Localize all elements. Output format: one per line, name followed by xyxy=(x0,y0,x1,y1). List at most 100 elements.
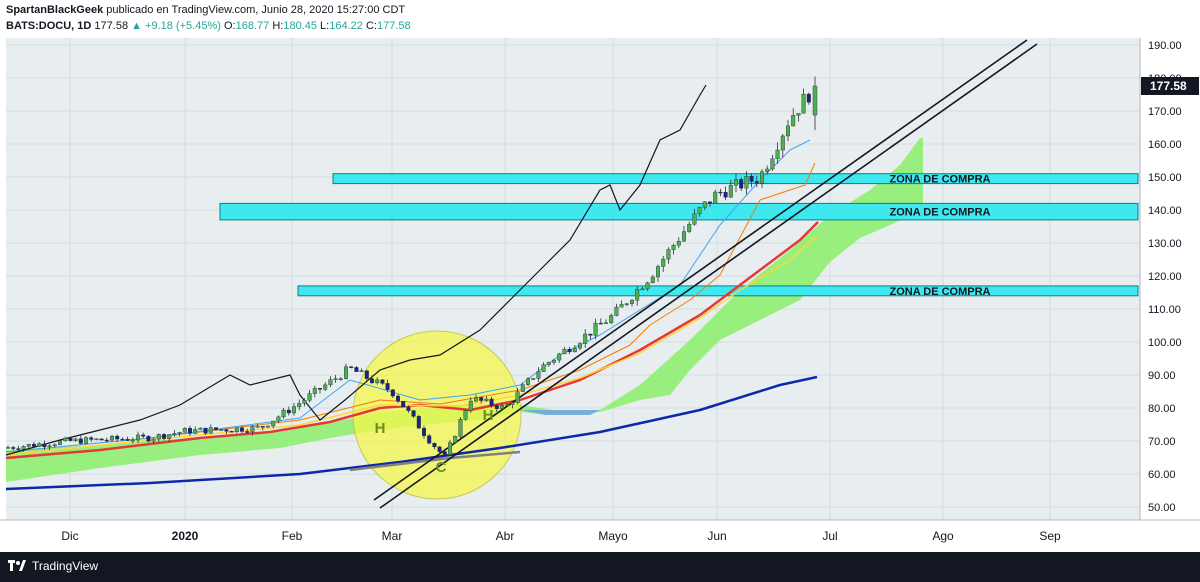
candle xyxy=(141,432,146,439)
open-label: O: xyxy=(223,20,236,32)
candle xyxy=(89,436,94,443)
candle xyxy=(307,389,312,403)
publish-info: publicado en TradingView.com, Junio 28, … xyxy=(106,4,406,16)
candle-body xyxy=(99,438,104,441)
price-tick-label: 130.00 xyxy=(1148,238,1182,250)
candle-body xyxy=(702,201,707,208)
candle-body xyxy=(281,409,286,418)
candle-body xyxy=(239,427,244,432)
candle-body xyxy=(526,378,531,385)
candle-body xyxy=(640,288,645,291)
candle-body xyxy=(302,400,307,404)
candle-body xyxy=(489,398,494,406)
candle-body xyxy=(271,420,276,427)
candle xyxy=(266,425,271,428)
comparison-price-line xyxy=(5,84,707,456)
candle xyxy=(650,274,655,284)
candle-body xyxy=(83,437,88,444)
candle-body xyxy=(682,231,687,242)
candle xyxy=(177,431,182,437)
candle xyxy=(718,188,723,197)
candle xyxy=(442,448,447,456)
candle xyxy=(546,361,551,367)
candle-body xyxy=(312,388,317,394)
candle xyxy=(94,438,99,441)
candle xyxy=(515,387,520,405)
price-chart[interactable]: ZONA DE COMPRA ZONA DE COMPRA ZONA DE COMP… xyxy=(0,0,1200,552)
candle-body xyxy=(630,300,635,304)
candle-body xyxy=(583,333,588,344)
candle xyxy=(604,319,609,325)
time-tick-label: Mar xyxy=(382,529,403,543)
low-label: L: xyxy=(320,20,330,32)
candle-body xyxy=(104,439,109,442)
candle xyxy=(146,435,151,443)
candle xyxy=(312,385,317,398)
candle xyxy=(432,442,437,450)
candle xyxy=(572,345,577,353)
time-axis-ticks: Dic 2020 Feb Mar Abr Mayo Jun Jul Ago Sep xyxy=(61,529,1061,543)
candle xyxy=(63,436,68,442)
candle xyxy=(385,379,390,393)
candle-body xyxy=(52,444,57,446)
candle xyxy=(640,286,645,291)
candle xyxy=(609,313,614,325)
candle-body xyxy=(739,179,744,189)
candle xyxy=(167,434,172,443)
price-tick-label: 140.00 xyxy=(1148,205,1182,217)
close-label: C: xyxy=(365,20,377,32)
candle-body xyxy=(245,431,250,433)
candle-body xyxy=(515,391,520,403)
candle xyxy=(635,286,640,306)
candle-body xyxy=(177,432,182,434)
candle xyxy=(770,154,775,171)
candle-body xyxy=(375,379,380,384)
candle-body xyxy=(260,426,265,428)
candle xyxy=(318,388,323,394)
candle-body xyxy=(588,333,593,336)
candle-body xyxy=(708,201,713,204)
candle-body xyxy=(349,366,354,368)
candle-body xyxy=(26,443,31,447)
candle xyxy=(208,424,213,434)
candle-body xyxy=(266,425,271,428)
price-tick-label: 60.00 xyxy=(1148,469,1176,481)
candle xyxy=(354,366,359,372)
candle xyxy=(390,389,395,399)
candle-body xyxy=(474,397,479,402)
candle xyxy=(463,408,468,421)
candle-body xyxy=(494,405,499,409)
candle xyxy=(401,400,406,408)
candle-body xyxy=(286,409,291,414)
time-axis[interactable] xyxy=(0,520,1200,552)
candle-body xyxy=(224,429,229,432)
author-name[interactable]: SpartanBlackGeek xyxy=(6,4,104,16)
candle xyxy=(760,169,765,188)
candle xyxy=(109,434,114,442)
candle-body xyxy=(676,240,681,246)
close-value: 177.58 xyxy=(376,20,411,32)
tradingview-logo-icon xyxy=(8,560,26,571)
candle-body xyxy=(536,371,541,379)
candle-body xyxy=(427,435,432,444)
candle xyxy=(83,436,88,445)
candle xyxy=(416,414,421,429)
ema-orange-line xyxy=(5,162,816,453)
cloud-bearish-segment xyxy=(520,410,600,415)
candle-body xyxy=(801,93,806,114)
price-axis[interactable] xyxy=(1140,38,1200,520)
price-tick-label: 80.00 xyxy=(1148,403,1176,415)
candle xyxy=(135,431,140,444)
candle xyxy=(697,206,702,217)
candle xyxy=(172,430,177,437)
candle xyxy=(16,445,21,452)
trend-line-upper xyxy=(373,39,1028,501)
candle-body xyxy=(193,429,198,434)
candle-body xyxy=(141,434,146,437)
candle-body xyxy=(635,289,640,301)
time-tick-label: Sep xyxy=(1039,529,1061,543)
last-price-tag: 177.58 xyxy=(1141,76,1199,95)
price-tick-label: 70.00 xyxy=(1148,436,1176,448)
candle-body xyxy=(775,149,780,160)
candle xyxy=(593,318,598,340)
